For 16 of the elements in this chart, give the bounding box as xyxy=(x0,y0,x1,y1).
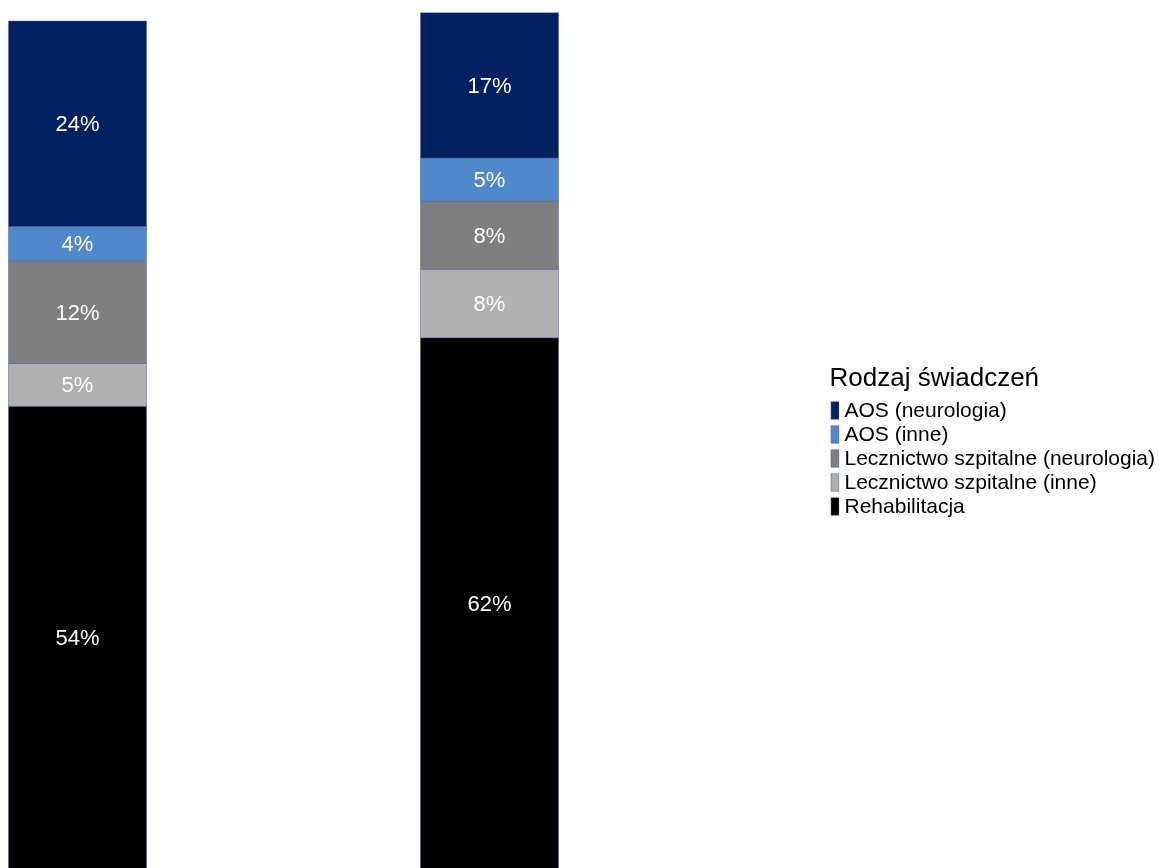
data-label: 5% xyxy=(61,372,94,398)
legend-label: AOS (neurologia) xyxy=(844,398,1007,422)
data-label: 12% xyxy=(55,299,100,325)
legend-label: Lecznictwo szpitalne (neurologia) xyxy=(844,446,1155,470)
data-label: 5% xyxy=(473,166,506,192)
legend-label: AOS (inne) xyxy=(844,422,949,446)
data-label: 8% xyxy=(473,222,506,248)
data-label: 54% xyxy=(55,624,100,650)
data-label: 8% xyxy=(473,291,506,317)
data-label: 24% xyxy=(55,111,100,137)
data-label: 62% xyxy=(467,590,512,616)
data-label: 17% xyxy=(467,72,512,98)
legend-label: Rehabilitacja xyxy=(844,494,965,518)
legend-title: Rodzaj świadczeń xyxy=(829,362,1041,393)
data-label: 4% xyxy=(61,231,94,257)
legend-label: Lecznictwo szpitalne (inne) xyxy=(844,470,1097,494)
